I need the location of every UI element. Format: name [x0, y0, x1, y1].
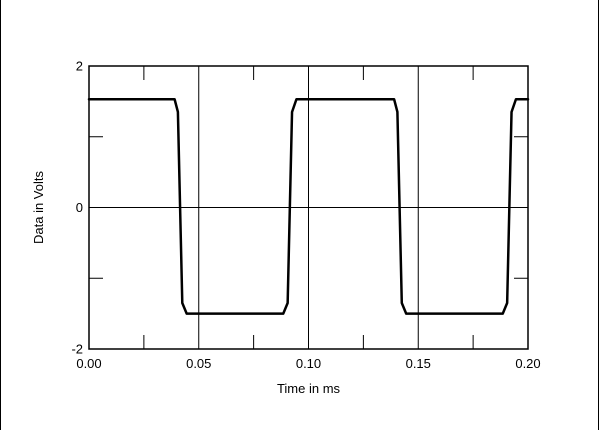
- y-axis-title: Data in Volts: [31, 171, 46, 244]
- y-tick-label: -2: [71, 342, 83, 357]
- y-tick-label: 0: [76, 200, 83, 215]
- x-tick-label: 0.15: [406, 356, 431, 371]
- y-tick-label: 2: [76, 59, 83, 74]
- x-tick-labels: 0.00 0.05 0.10 0.15 0.20: [76, 356, 540, 371]
- axis-ticks: [89, 66, 528, 349]
- x-tick-label: 0.10: [296, 356, 321, 371]
- x-tick-label: 0.05: [186, 356, 211, 371]
- y-tick-labels: -2 0 2: [71, 59, 83, 357]
- grid: [88, 66, 529, 349]
- series-layer: [87, 98, 530, 315]
- x-tick-label: 0.20: [515, 356, 540, 371]
- plot-area-border: [88, 65, 529, 350]
- x-tick-label: 0.00: [76, 356, 101, 371]
- series-line-1: [87, 98, 530, 315]
- x-axis-title: Time in ms: [277, 381, 341, 396]
